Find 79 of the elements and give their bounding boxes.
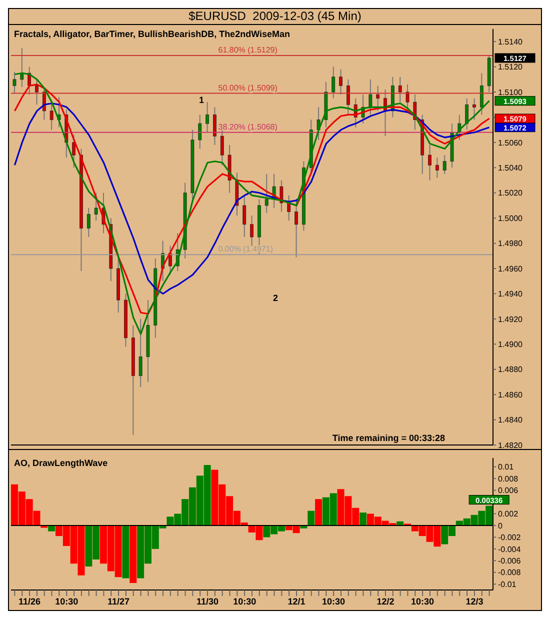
candlestick (250, 215, 254, 246)
y-tick-label: 1.4940 (498, 290, 524, 299)
candlestick (198, 114, 202, 150)
y-tick-label: 1.4920 (498, 314, 524, 324)
x-tick-label: 10:30 (55, 596, 78, 606)
chart-subtitle: Fractals, Alligator, BarTimer, BullishBearishDB, The2ndWiseMan (14, 29, 290, 39)
x-tick-label: 10:30 (233, 596, 256, 606)
y-tick-label: 1.4900 (498, 340, 524, 349)
y-tick-label: 0.002 (498, 510, 519, 519)
x-tick-label: 10:30 (322, 596, 346, 606)
x-tick-label: 11/27 (108, 596, 130, 606)
bar (360, 512, 367, 526)
candlestick (264, 173, 268, 214)
annotation: 2 (273, 293, 278, 303)
candlestick (206, 102, 209, 133)
y-tick-label: 1.5120 (498, 62, 524, 72)
x-tick-label: 10:30 (411, 596, 434, 606)
ref-line-label: 61.80% (1.5129) (218, 45, 278, 54)
annotation: 1 (199, 95, 204, 105)
y-tick-label: 1.5020 (498, 188, 524, 198)
x-tick-label: 12/3 (466, 596, 484, 606)
chart-title: AO, DrawLengthWave (14, 458, 108, 468)
candlestick (346, 78, 350, 116)
candlestick (72, 134, 76, 168)
candlestick (368, 78, 372, 116)
chart-title: $EURUSD 2009-12-03 (45 Min) (9, 9, 541, 25)
y-tick-label: 1.4860 (498, 390, 524, 400)
candlestick (428, 144, 432, 181)
bar (130, 525, 137, 583)
y-tick-label: -0.006 (498, 556, 522, 566)
y-tick-label: 1.4840 (498, 416, 524, 425)
x-tick-label: 12/2 (376, 596, 394, 606)
candlestick (168, 245, 172, 276)
candlestick (94, 192, 98, 222)
y-tick-label: 1.4980 (498, 239, 524, 248)
candlestick (435, 157, 439, 178)
candlestick (35, 78, 38, 106)
y-tick-label: 1.5100 (498, 88, 524, 97)
y-tick-label: 0.01 (498, 462, 514, 472)
ref-line-label: 50.00% (1.5099) (218, 83, 278, 92)
candlestick (280, 180, 284, 212)
y-tick-label: -0.002 (498, 533, 522, 542)
y-tick-label: 1.4820 (498, 440, 524, 450)
candlestick (242, 194, 246, 238)
y-tick-label: 0.008 (498, 474, 519, 484)
candlestick (465, 98, 469, 130)
y-tick-label: 1.5060 (498, 138, 524, 148)
x-tick-label: 11/30 (196, 596, 219, 606)
ref-line-label: 38.20% (1.5068) (218, 122, 278, 132)
x-tick-label: 12/1 (288, 596, 306, 606)
candlestick (287, 194, 291, 222)
y-tick-label: 1.5040 (498, 164, 524, 173)
y-tick-label: 1.5140 (498, 37, 524, 46)
y-tick-label: 1.5000 (498, 214, 524, 223)
candlestick (213, 106, 216, 146)
candlestick (406, 84, 410, 112)
y-tick-label: -0.008 (498, 568, 522, 578)
candlestick (376, 85, 380, 112)
y-tick-label: 0 (498, 521, 503, 530)
candlestick (86, 208, 90, 238)
candlestick (50, 102, 54, 130)
candlestick (472, 98, 476, 120)
candlestick (413, 94, 417, 130)
candlestick (339, 68, 342, 96)
y-tick-label: -0.01 (498, 580, 517, 589)
bar (315, 499, 322, 526)
candlestick (442, 154, 446, 174)
candlestick (294, 198, 298, 258)
bar (48, 525, 56, 532)
y-tick-label: 0.006 (498, 486, 519, 496)
y-tick-label: 1.4880 (498, 365, 524, 374)
bar (308, 510, 315, 526)
y-tick-label: -0.004 (498, 544, 522, 554)
x-tick-label: 11/26 (18, 596, 41, 606)
candlestick (398, 76, 402, 103)
bar (122, 525, 130, 578)
annotation: Time remaining = 00:33:28 (332, 433, 445, 443)
candlestick (332, 66, 336, 99)
y-tick-label: 1.4960 (498, 264, 524, 274)
